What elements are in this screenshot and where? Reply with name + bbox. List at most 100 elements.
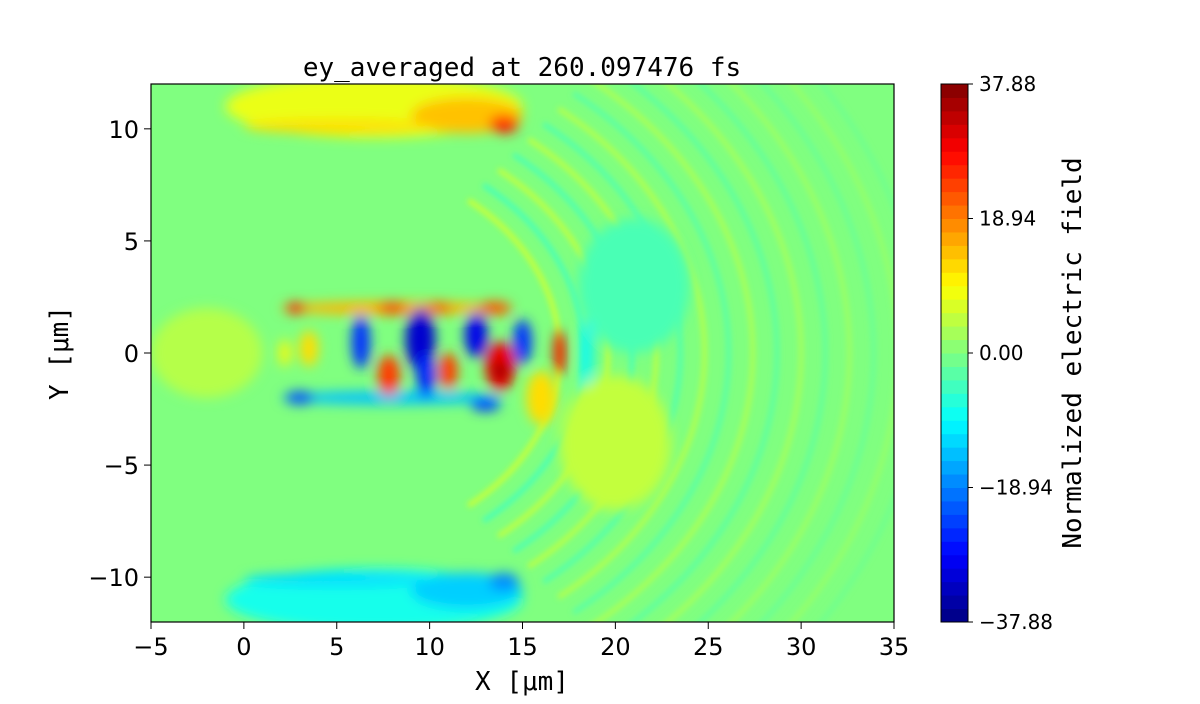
field-structures <box>151 84 690 622</box>
colorbar-level <box>941 97 968 112</box>
colorbar-level <box>941 581 968 596</box>
x-tick-label: 35 <box>879 633 910 661</box>
x-tick-label: 15 <box>507 633 538 661</box>
y-axis-label: Y [μm] <box>45 306 75 400</box>
field-blob <box>489 115 519 134</box>
field-blob <box>243 572 430 587</box>
wave-arc <box>526 137 659 569</box>
field-blob <box>581 319 594 387</box>
colorbar-level <box>941 447 968 462</box>
field-blob <box>279 339 291 367</box>
colorbar-tick-label: 37.88 <box>979 72 1036 96</box>
field-blob <box>513 319 532 365</box>
field-blob <box>243 119 430 134</box>
colorbar-tick-label: −18.94 <box>979 476 1053 500</box>
colorbar-level <box>941 393 968 408</box>
colorbar-tick-label: −37.88 <box>979 610 1053 634</box>
colorbar-level <box>941 353 968 367</box>
field-blob <box>377 355 400 396</box>
chart-title: ey_averaged at 260.097476 fs <box>303 53 741 83</box>
field-blob <box>554 330 566 376</box>
field-blob <box>526 370 556 425</box>
field-map <box>151 84 894 622</box>
colorbar-level <box>941 299 968 314</box>
colorbar-level <box>941 285 968 300</box>
field-blob <box>438 352 458 389</box>
wave-arcs <box>466 84 894 622</box>
x-axis-label: X [μm] <box>475 667 569 697</box>
y-axis: −10 −5 0 5 10 <box>88 116 151 592</box>
x-tick-label: 5 <box>329 633 344 661</box>
colorbar-level <box>941 554 968 569</box>
wave-arc <box>511 152 635 554</box>
colorbar-level <box>941 487 968 502</box>
y-tick-label: 10 <box>108 116 139 144</box>
colorbar-level <box>941 272 968 287</box>
colorbar-level <box>941 568 968 583</box>
colorbar-level <box>941 514 968 529</box>
field-blob <box>284 391 315 405</box>
field-blob <box>559 375 672 510</box>
colorbar-level <box>941 191 968 206</box>
colorbar <box>940 83 969 623</box>
colorbar-level <box>941 258 968 273</box>
colorbar-tick-label: 18.94 <box>979 207 1036 231</box>
colorbar-level <box>941 366 968 381</box>
field-blob <box>477 301 512 315</box>
wave-arc <box>629 84 780 622</box>
colorbar-level <box>941 474 968 488</box>
colorbar-level <box>941 137 968 152</box>
y-tick-label: −10 <box>88 564 139 592</box>
colorbar-level <box>941 326 968 341</box>
wave-arc <box>663 84 804 622</box>
x-tick-label: 10 <box>414 633 445 661</box>
wave-arc <box>592 84 756 622</box>
field-blob <box>416 352 436 398</box>
colorbar-level <box>941 339 968 354</box>
x-tick-label: 30 <box>786 633 817 661</box>
wave-arc <box>541 121 683 585</box>
wave-arc <box>572 91 732 615</box>
field-blob <box>351 314 371 369</box>
colorbar-level <box>941 595 968 610</box>
x-tick-label: 20 <box>600 633 631 661</box>
colorbar-level <box>941 420 968 435</box>
field-blob <box>578 218 690 354</box>
colorbar-level <box>941 110 968 125</box>
colorbar-level <box>941 218 968 233</box>
field-blob <box>377 301 408 315</box>
y-tick-label: 5 <box>124 228 139 256</box>
colorbar-label: Normalized electric field <box>1058 157 1088 548</box>
colorbar-level <box>941 527 968 542</box>
colorbar-level <box>941 151 968 166</box>
colorbar-level <box>941 245 968 260</box>
x-tick-label: −5 <box>133 633 168 661</box>
field-blob <box>464 312 488 358</box>
colorbar-level <box>941 433 968 448</box>
colorbar-level <box>941 541 968 556</box>
wave-arc <box>696 84 828 622</box>
colorbar-level <box>941 500 968 515</box>
field-blob <box>470 397 501 412</box>
x-axis: −5 0 5 10 15 20 25 30 35 <box>133 622 909 661</box>
colorbar-tick-label: 0.00 <box>979 341 1024 365</box>
colorbar-level <box>941 379 968 394</box>
field-blob <box>151 308 263 398</box>
wave-arc <box>759 84 876 622</box>
field-blob <box>489 572 519 591</box>
colorbar-level <box>941 164 968 179</box>
colorbar-level <box>941 312 968 327</box>
colorbar-level <box>941 124 968 139</box>
colorbar-level <box>941 460 968 475</box>
colorbar-level <box>941 608 968 623</box>
colorbar-level <box>941 84 968 98</box>
field-blob <box>284 302 308 314</box>
field-blob <box>299 330 319 367</box>
y-tick-label: 0 <box>124 340 139 368</box>
colorbar-level <box>941 205 968 219</box>
field-blob <box>425 301 452 315</box>
wave-arc <box>728 84 852 622</box>
x-tick-label: 25 <box>693 633 724 661</box>
